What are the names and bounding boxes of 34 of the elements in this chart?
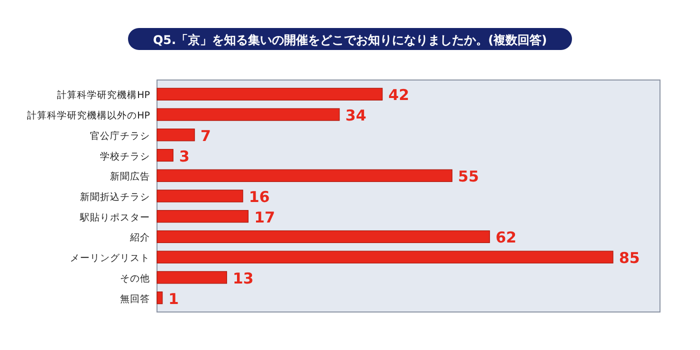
y-tick-label: 計算科学研究機構HP bbox=[57, 89, 150, 102]
data-label: 3 bbox=[179, 147, 190, 166]
y-tick-label: 新聞折込チラシ bbox=[80, 191, 150, 203]
bar bbox=[156, 148, 174, 162]
data-label: 62 bbox=[496, 228, 516, 247]
bar bbox=[156, 190, 244, 202]
y-tick-label: 新聞広告 bbox=[110, 170, 150, 183]
bar bbox=[156, 128, 195, 142]
bar bbox=[156, 250, 614, 264]
bar bbox=[156, 292, 163, 304]
y-tick-label: 紹介 bbox=[129, 232, 150, 244]
data-label: 1 bbox=[168, 290, 179, 308]
bar bbox=[156, 230, 490, 244]
data-label: 7 bbox=[200, 126, 211, 145]
data-label: 34 bbox=[345, 106, 366, 125]
y-tick-label: 無回答 bbox=[120, 292, 150, 305]
y-tick-label: 駅貼りポスター bbox=[79, 211, 150, 224]
data-label: 85 bbox=[619, 249, 640, 268]
data-label: 55 bbox=[458, 168, 479, 186]
data-label: 13 bbox=[232, 269, 254, 288]
bar bbox=[156, 169, 452, 182]
data-label: 16 bbox=[248, 188, 270, 206]
bar bbox=[156, 210, 248, 223]
data-label: 42 bbox=[388, 86, 410, 104]
bar bbox=[156, 271, 228, 284]
bar bbox=[156, 88, 383, 100]
y-tick-label: その他 bbox=[120, 272, 150, 284]
chart-title: Q5.「京」を知る集いの開催をどこでお知りになりましたか。(複数回答) bbox=[152, 33, 548, 47]
y-tick-label: メーリングリスト bbox=[70, 253, 150, 264]
y-tick-label: 計算科学研究機構以外のHP bbox=[27, 110, 150, 122]
y-tick-label: 学校チラシ bbox=[100, 150, 150, 162]
bar bbox=[156, 108, 340, 121]
data-label: 17 bbox=[254, 208, 276, 226]
y-tick-label: 官公庁チラシ bbox=[90, 130, 150, 142]
